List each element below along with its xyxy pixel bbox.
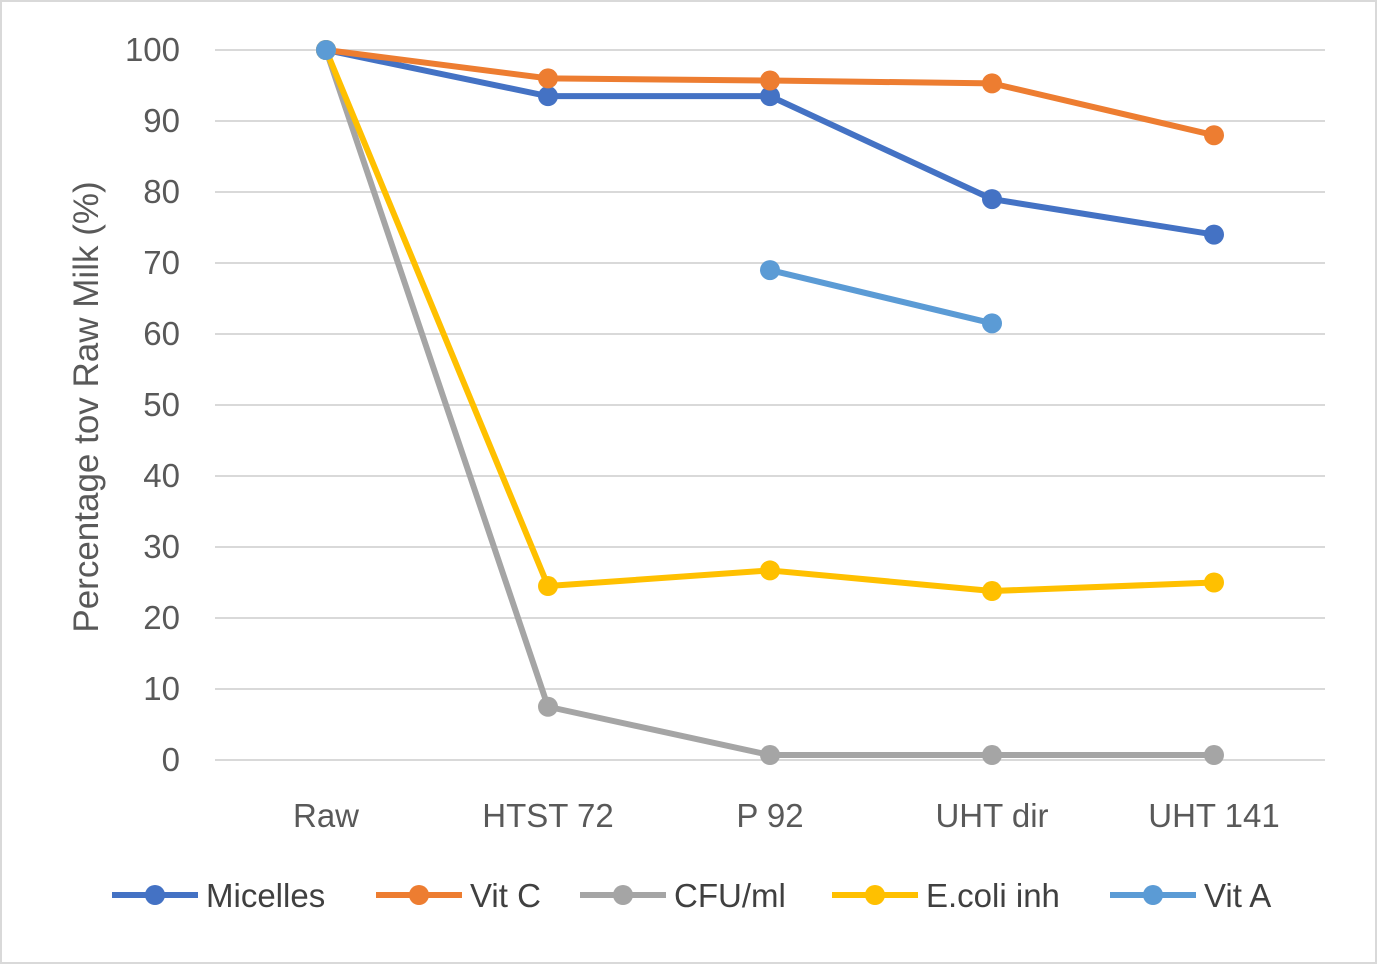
legend-item: Micelles	[112, 877, 325, 914]
data-point	[760, 560, 780, 581]
data-point	[760, 86, 780, 107]
legend-label: E.coli inh	[926, 877, 1060, 914]
x-tick-label: UHT 141	[1148, 797, 1279, 834]
legend-swatch-marker	[145, 885, 165, 905]
data-point	[982, 73, 1002, 94]
series-cfu-ml	[316, 40, 1224, 766]
data-point	[538, 696, 558, 717]
y-tick-label: 100	[125, 31, 180, 68]
legend-item: CFU/ml	[580, 877, 786, 914]
series-line	[767, 267, 995, 327]
legend-swatch-marker	[409, 885, 429, 905]
series-vit-a	[316, 40, 1002, 334]
series-line	[323, 47, 1217, 759]
legend-swatch-marker	[865, 885, 885, 905]
legend-item: Vit A	[1110, 877, 1271, 914]
legend-label: Vit A	[1204, 877, 1271, 914]
legend: Micelles Vit C CFU/ml E.coli inh Vit A	[112, 877, 1271, 914]
data-point	[982, 189, 1002, 210]
y-tick-label: 0	[162, 741, 180, 778]
data-point	[538, 86, 558, 107]
legend-item: E.coli inh	[832, 877, 1060, 914]
legend-label: CFU/ml	[674, 877, 786, 914]
y-tick-label: 30	[143, 528, 180, 565]
x-axis-ticks: Raw HTST 72 P 92 UHT dir UHT 141	[293, 797, 1280, 834]
data-point	[1204, 745, 1224, 766]
data-point	[1204, 125, 1224, 146]
gridlines	[215, 49, 1325, 761]
legend-swatch-marker	[613, 885, 633, 905]
y-tick-label: 60	[143, 315, 180, 352]
data-point	[1204, 224, 1224, 245]
data-point	[316, 40, 336, 60]
y-axis-title: Percentage tov Raw Milk (%)	[67, 181, 106, 632]
data-point	[982, 745, 1002, 766]
y-tick-label: 10	[143, 670, 180, 707]
legend-swatch-marker	[1143, 885, 1163, 905]
data-point	[538, 68, 558, 89]
y-axis-ticks: 0 10 20 30 40 50 60 70 80 90 100	[125, 31, 180, 778]
x-tick-label: UHT dir	[935, 797, 1048, 834]
y-tick-label: 90	[143, 102, 180, 139]
legend-item: Vit C	[376, 877, 541, 914]
y-tick-label: 40	[143, 457, 180, 494]
data-point	[760, 260, 780, 281]
x-tick-label: Raw	[293, 797, 359, 834]
series-line	[323, 47, 1217, 595]
x-tick-label: P 92	[736, 797, 803, 834]
y-tick-label: 70	[143, 244, 180, 281]
data-point	[982, 313, 1002, 334]
data-point	[760, 745, 780, 766]
data-point	[982, 581, 1002, 602]
x-tick-label: HTST 72	[482, 797, 613, 834]
legend-label: Micelles	[206, 877, 325, 914]
data-point	[1204, 572, 1224, 593]
data-point	[538, 576, 558, 597]
legend-label: Vit C	[470, 877, 541, 914]
data-point	[760, 70, 780, 91]
y-tick-label: 20	[143, 599, 180, 636]
y-tick-label: 80	[143, 173, 180, 210]
y-tick-label: 50	[143, 386, 180, 423]
series-layer	[316, 40, 1224, 766]
series-e-coli-inh	[316, 40, 1224, 602]
